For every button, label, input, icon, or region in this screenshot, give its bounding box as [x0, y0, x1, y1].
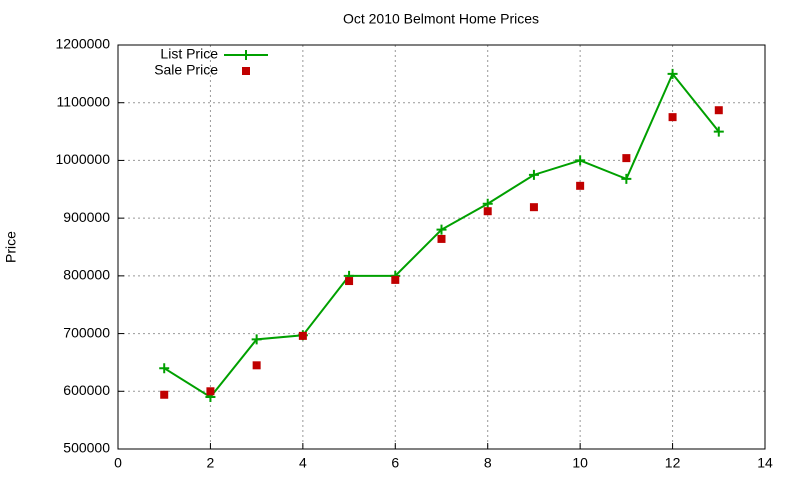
legend-marker	[241, 50, 251, 60]
point	[482, 198, 493, 209]
point	[159, 363, 170, 374]
legend-marker	[242, 67, 250, 75]
point	[391, 275, 400, 284]
legend-label: List Price	[160, 46, 218, 62]
point	[160, 390, 169, 399]
point	[483, 207, 492, 216]
point	[622, 154, 631, 163]
x-tick-label: 2	[207, 455, 215, 471]
plot-frame	[117, 44, 766, 450]
point	[667, 68, 678, 79]
point	[251, 334, 262, 345]
legend-label: Sale Price	[154, 62, 218, 78]
point	[713, 126, 724, 137]
x-tick-label: 6	[391, 455, 399, 471]
point	[668, 113, 677, 122]
point	[345, 277, 354, 286]
point	[437, 234, 446, 243]
y-axis-label: Price	[3, 231, 19, 263]
point	[252, 361, 261, 370]
x-tick-label: 12	[665, 455, 681, 471]
x-tick-label: 8	[484, 455, 492, 471]
y-tick-label: 1200000	[55, 36, 110, 52]
y-tick-label: 600000	[63, 382, 110, 398]
point	[298, 331, 307, 340]
point	[529, 203, 538, 212]
chart-title: Oct 2010 Belmont Home Prices	[343, 11, 539, 27]
x-tick-label: 10	[572, 455, 588, 471]
point	[528, 169, 539, 180]
x-tick-label: 14	[757, 455, 773, 471]
y-tick-label: 800000	[63, 267, 110, 283]
point	[714, 106, 723, 115]
y-tick-label: 1000000	[55, 151, 110, 167]
y-tick-label: 700000	[63, 324, 110, 340]
y-tick-label: 500000	[63, 440, 110, 456]
y-tick-label: 1100000	[57, 93, 111, 109]
x-tick-label: 0	[114, 455, 122, 471]
point	[575, 155, 586, 166]
x-tick-label: 4	[299, 455, 307, 471]
point	[206, 387, 215, 396]
point	[436, 224, 447, 235]
y-tick-label: 900000	[63, 209, 110, 225]
point	[576, 181, 585, 190]
point	[621, 173, 632, 184]
